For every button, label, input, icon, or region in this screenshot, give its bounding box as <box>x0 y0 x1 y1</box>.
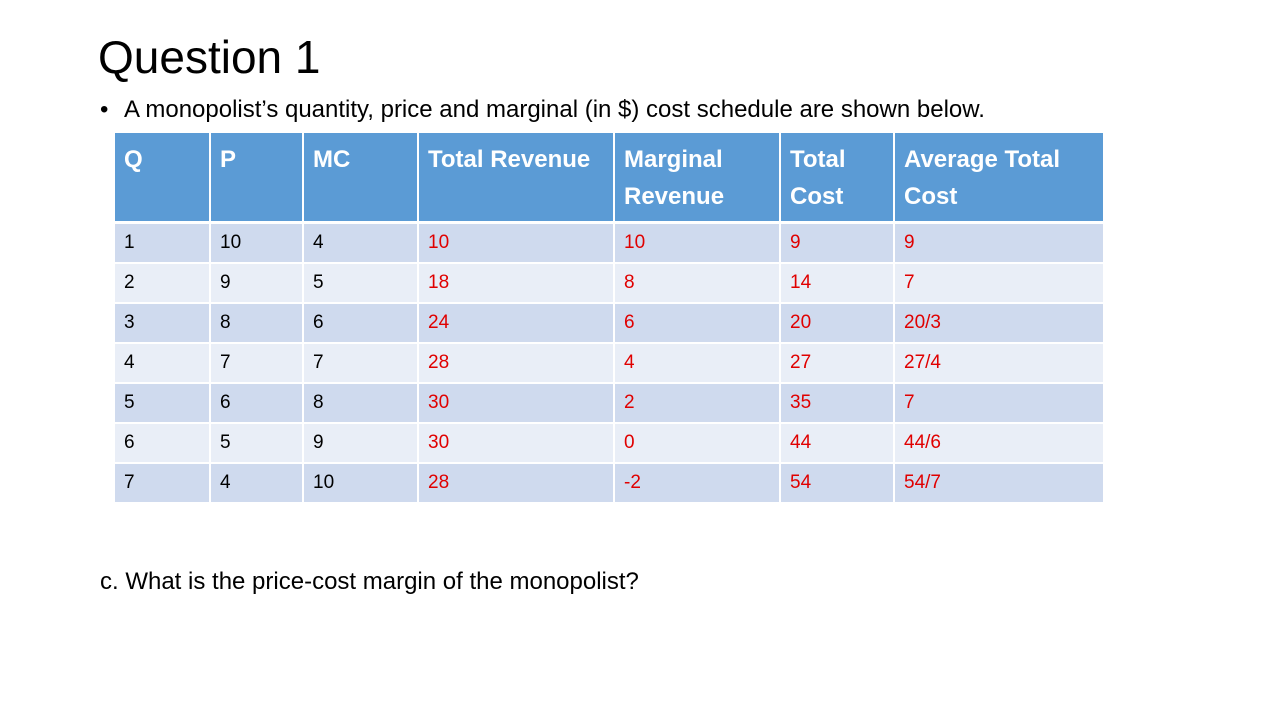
cell-p: 4 <box>210 463 304 505</box>
table-header-row: Q P MC Total Revenue Marginal Revenue To… <box>115 133 1103 225</box>
cell-p: 9 <box>210 263 304 305</box>
cell-average-total-cost: 27/4 <box>894 343 1103 385</box>
header-marginal-revenue: Marginal Revenue <box>614 133 781 225</box>
cell-average-total-cost: 20/3 <box>894 303 1103 345</box>
cell-p: 5 <box>210 423 304 465</box>
table-row: 5 6 8 30 2 35 7 <box>115 383 1103 425</box>
cell-average-total-cost: 44/6 <box>894 423 1103 465</box>
cell-q: 5 <box>115 383 211 425</box>
table-row: 2 9 5 18 8 14 7 <box>115 263 1103 305</box>
cell-mc: 5 <box>303 263 419 305</box>
cell-q: 1 <box>115 222 211 265</box>
cell-p: 10 <box>210 222 304 265</box>
cell-marginal-revenue: 10 <box>614 222 781 265</box>
table-row: 6 5 9 30 0 44 44/6 <box>115 423 1103 465</box>
cell-average-total-cost: 9 <box>894 222 1103 265</box>
cost-schedule-table: Q P MC Total Revenue Marginal Revenue To… <box>115 133 1103 505</box>
question-c-text: c. What is the price-cost margin of the … <box>100 568 639 595</box>
bullet-icon: • <box>100 96 109 123</box>
cell-q: 6 <box>115 423 211 465</box>
cell-total-cost: 35 <box>780 383 895 425</box>
cell-mc: 10 <box>303 463 419 505</box>
cell-marginal-revenue: 6 <box>614 303 781 345</box>
cell-total-cost: 54 <box>780 463 895 505</box>
slide-title: Question 1 <box>98 31 321 83</box>
cell-marginal-revenue: 4 <box>614 343 781 385</box>
cell-marginal-revenue: 0 <box>614 423 781 465</box>
table-row: 3 8 6 24 6 20 20/3 <box>115 303 1103 345</box>
table-row: 1 10 4 10 10 9 9 <box>115 222 1103 265</box>
cell-total-cost: 20 <box>780 303 895 345</box>
cell-total-cost: 14 <box>780 263 895 305</box>
header-total-cost: Total Cost <box>780 133 895 225</box>
cell-q: 4 <box>115 343 211 385</box>
cell-mc: 6 <box>303 303 419 345</box>
cell-total-revenue: 28 <box>418 343 615 385</box>
cell-average-total-cost: 7 <box>894 383 1103 425</box>
header-mc: MC <box>303 133 419 225</box>
cell-marginal-revenue: 8 <box>614 263 781 305</box>
cell-mc: 7 <box>303 343 419 385</box>
cell-total-cost: 9 <box>780 222 895 265</box>
cell-p: 6 <box>210 383 304 425</box>
cell-total-revenue: 18 <box>418 263 615 305</box>
cell-q: 7 <box>115 463 211 505</box>
cell-total-revenue: 28 <box>418 463 615 505</box>
cell-p: 7 <box>210 343 304 385</box>
cell-mc: 4 <box>303 222 419 265</box>
bullet-text: A monopolist’s quantity, price and margi… <box>124 96 985 123</box>
bullet-item: • A monopolist’s quantity, price and marg… <box>100 96 985 125</box>
cell-average-total-cost: 7 <box>894 263 1103 305</box>
cell-average-total-cost: 54/7 <box>894 463 1103 505</box>
cell-total-revenue: 30 <box>418 383 615 425</box>
cell-marginal-revenue: 2 <box>614 383 781 425</box>
header-q: Q <box>115 133 211 225</box>
cell-total-revenue: 30 <box>418 423 615 465</box>
table-row: 7 4 10 28 -2 54 54/7 <box>115 463 1103 505</box>
cell-q: 2 <box>115 263 211 305</box>
cell-total-revenue: 10 <box>418 222 615 265</box>
table-row: 4 7 7 28 4 27 27/4 <box>115 343 1103 385</box>
cell-total-revenue: 24 <box>418 303 615 345</box>
cell-mc: 8 <box>303 383 419 425</box>
cell-q: 3 <box>115 303 211 345</box>
header-average-total-cost: Average Total Cost <box>894 133 1103 225</box>
header-total-revenue: Total Revenue <box>418 133 615 225</box>
cell-mc: 9 <box>303 423 419 465</box>
cell-total-cost: 44 <box>780 423 895 465</box>
header-p: P <box>210 133 304 225</box>
cell-total-cost: 27 <box>780 343 895 385</box>
cell-p: 8 <box>210 303 304 345</box>
cell-marginal-revenue: -2 <box>614 463 781 505</box>
